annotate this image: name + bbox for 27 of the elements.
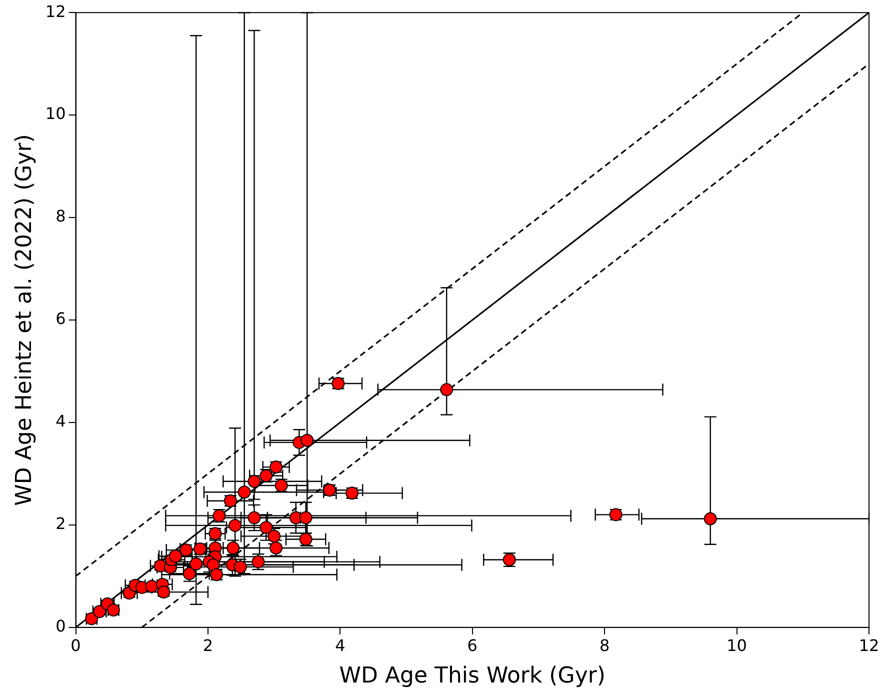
- point: [248, 511, 261, 524]
- point: [228, 518, 242, 532]
- x-tick-label: 10: [726, 636, 747, 656]
- y-tick-label: 10: [45, 104, 66, 124]
- y-tick-label: 12: [45, 2, 66, 21]
- y-axis-title: WD Age Heintz et al. (2022) (Gyr): [12, 134, 37, 506]
- point: [300, 434, 314, 447]
- point: [704, 512, 717, 526]
- x-axis-title: WD Age This Work (Gyr): [339, 664, 606, 689]
- y-tick-label: 2: [56, 514, 66, 534]
- x-tick-label: 0: [70, 636, 81, 656]
- point: [440, 383, 454, 396]
- point: [248, 474, 261, 488]
- x-tick-label: 6: [467, 636, 478, 656]
- y-tick-label: 6: [56, 309, 66, 328]
- point: [145, 580, 158, 593]
- x-tick-label: 2: [202, 636, 214, 656]
- x-tick-label: 12: [858, 636, 880, 656]
- y-tick-label: 4: [56, 412, 66, 431]
- point: [299, 511, 312, 524]
- y-tick-label: 8: [56, 206, 66, 226]
- point: [260, 520, 273, 534]
- y-tick-label: 0: [56, 616, 66, 636]
- point: [238, 486, 251, 499]
- x-tick-label: 8: [599, 636, 610, 656]
- point: [190, 557, 203, 570]
- x-tick-label: 4: [335, 636, 346, 656]
